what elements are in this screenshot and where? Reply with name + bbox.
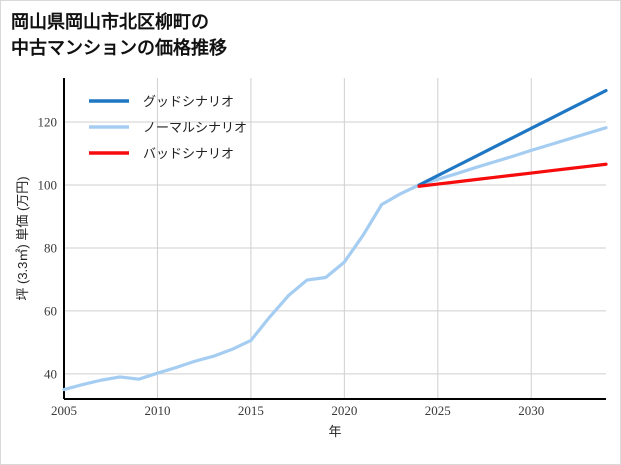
axis-titles-group: 年 坪 (3.3㎡) 単価 (万円) [15,176,342,439]
legend-label-0: グッドシナリオ [143,94,234,109]
y-tick-label-0: 40 [44,366,57,381]
x-tick-label-3: 2020 [331,403,357,418]
x-tick-label-5: 2030 [518,403,544,418]
y-axis-title: 坪 (3.3㎡) 単価 (万円) [15,176,30,300]
x-tick-label-1: 2010 [144,403,170,418]
series-line-バッドシナリオ [417,162,608,188]
y-axis-tick-labels: 40 60 80 100 120 [38,115,58,382]
x-axis-tick-labels: 2005 2010 2015 2020 2025 2030 [51,403,544,418]
x-axis-title: 年 [328,424,341,439]
y-tick-label-1: 60 [44,303,57,318]
x-tick-label-2: 2015 [238,403,264,418]
y-tick-label-3: 100 [38,178,58,193]
y-tick-label-2: 80 [44,240,57,255]
data-series-group [62,88,608,392]
legend-label-1: ノーマルシナリオ [143,120,247,135]
legend-label-2: バッドシナリオ [143,146,234,161]
y-tick-label-4: 120 [38,115,58,130]
x-tick-label-0: 2005 [51,403,77,418]
x-tick-label-4: 2025 [425,403,451,418]
gridlines-group [63,78,606,399]
series-line-ノーマルシナリオ [62,126,608,392]
chart-title: 岡山県岡山市北区柳町の 中古マンションの価格推移 [11,12,227,59]
axis-lines-group [63,78,606,400]
series-line-グッドシナリオ [417,88,608,187]
